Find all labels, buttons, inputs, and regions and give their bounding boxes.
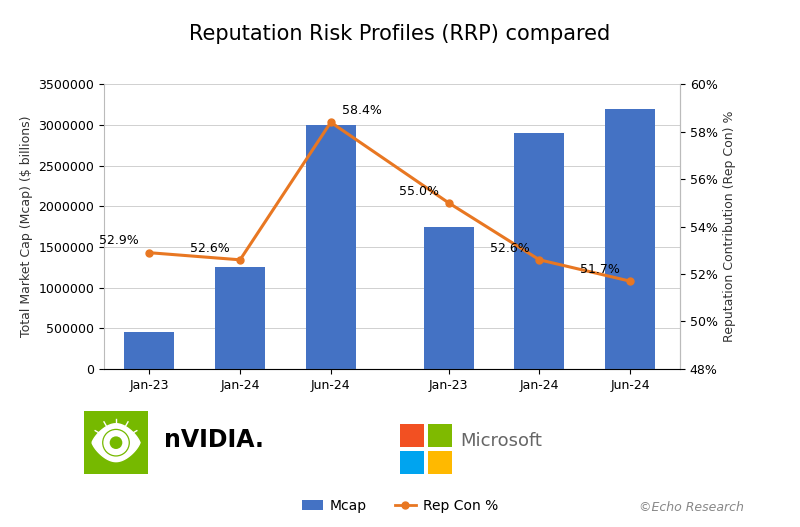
Circle shape: [103, 430, 129, 455]
Bar: [514, 133, 564, 369]
Text: Microsoft: Microsoft: [460, 432, 542, 450]
Bar: [400, 451, 424, 474]
Bar: [306, 125, 356, 369]
Bar: [215, 267, 265, 369]
Bar: [125, 333, 174, 369]
Text: Reputation Risk Profiles (RRP) compared: Reputation Risk Profiles (RRP) compared: [190, 24, 610, 44]
Circle shape: [110, 436, 122, 449]
Bar: [424, 227, 474, 369]
Text: 52.6%: 52.6%: [490, 241, 530, 255]
Bar: [400, 424, 424, 447]
Polygon shape: [92, 424, 140, 462]
Text: ©Echo Research: ©Echo Research: [639, 501, 744, 514]
Circle shape: [102, 429, 130, 456]
FancyBboxPatch shape: [81, 407, 151, 478]
Bar: [605, 109, 655, 369]
Legend: Mcap, Rep Con %: Mcap, Rep Con %: [297, 493, 503, 519]
Text: 52.9%: 52.9%: [99, 235, 139, 247]
Bar: [428, 451, 452, 474]
Text: 52.6%: 52.6%: [190, 241, 230, 255]
Text: 55.0%: 55.0%: [399, 184, 439, 198]
Y-axis label: Total Market Cap (Mcap) ($ billions): Total Market Cap (Mcap) ($ billions): [20, 116, 33, 337]
Bar: [428, 424, 452, 447]
Text: nVIDIA.: nVIDIA.: [164, 428, 264, 452]
Text: 58.4%: 58.4%: [342, 104, 382, 117]
Y-axis label: Reputation Contribution (Rep Con) %: Reputation Contribution (Rep Con) %: [723, 111, 736, 343]
Text: 51.7%: 51.7%: [580, 263, 620, 276]
